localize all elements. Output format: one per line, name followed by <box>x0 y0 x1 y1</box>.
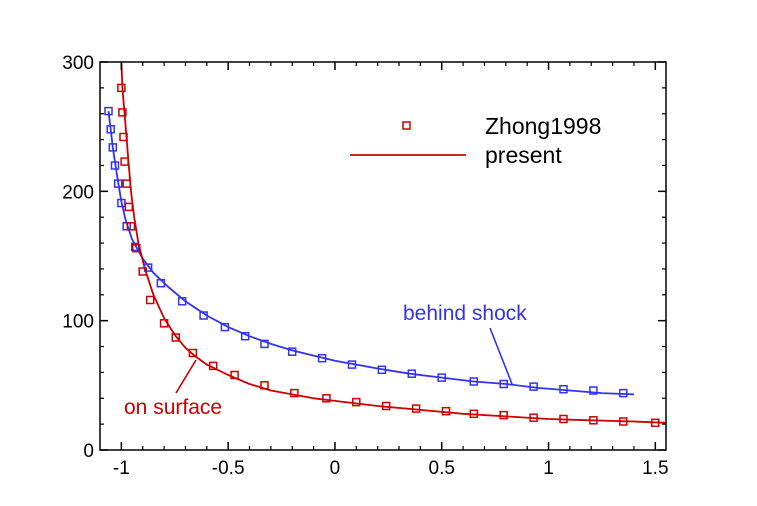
marker-on-surface <box>124 202 134 212</box>
marker-on-surface <box>441 406 451 416</box>
legend: Zhong1998 present <box>350 113 601 168</box>
marker-behind-shock <box>110 161 120 170</box>
marker-on-surface <box>322 394 331 403</box>
marker-behind-shock <box>156 278 166 288</box>
tick-layer <box>100 61 666 451</box>
marker-behind-shock <box>199 311 208 320</box>
marker-on-surface <box>651 418 660 428</box>
y-tick-label: 0 <box>83 441 94 462</box>
marker-behind-shock <box>108 143 118 152</box>
marker-on-surface <box>529 413 538 422</box>
annotation-behind-shock: behind shock <box>403 302 527 385</box>
marker-on-surface <box>188 348 198 358</box>
marker-behind-shock <box>106 125 115 134</box>
annotation-on-surface-label: on surface <box>124 396 222 419</box>
marker-behind-shock <box>220 322 230 332</box>
marker-on-surface <box>411 404 421 413</box>
marker-on-surface <box>208 361 218 371</box>
marker-on-surface <box>122 179 131 188</box>
marker-behind-shock <box>260 339 269 349</box>
marker-on-surface <box>469 409 479 419</box>
annotation-on-surface: on surface <box>124 359 222 419</box>
marker-on-surface <box>290 388 299 398</box>
x-tick-label: 0 <box>330 458 341 479</box>
marker-behind-shock <box>104 106 113 116</box>
marker-on-surface <box>132 243 141 253</box>
axis-label-layer: -1 -0.5 0 0.5 1 1.5 0 100 200 300 <box>62 53 668 479</box>
marker-on-surface <box>619 417 628 426</box>
marker-behind-shock <box>437 373 446 382</box>
marker-on-surface <box>145 295 155 305</box>
marker-on-surface <box>352 397 361 407</box>
marker-behind-shock <box>177 297 187 306</box>
y-tick-label: 100 <box>62 312 94 333</box>
marker-on-surface <box>138 267 147 276</box>
marker-behind-shock <box>407 369 417 378</box>
marker-on-surface <box>230 370 239 380</box>
marker-behind-shock <box>317 353 327 363</box>
x-tick-label: -0.5 <box>212 458 245 479</box>
marker-behind-shock <box>130 242 140 252</box>
marker-layer <box>104 83 660 428</box>
marker-on-surface <box>118 108 127 117</box>
annotation-behind-shock-leader <box>489 327 513 385</box>
marker-on-surface <box>117 83 126 93</box>
marker-on-surface <box>499 410 508 420</box>
marker-behind-shock <box>122 222 131 231</box>
marker-on-surface <box>126 222 136 231</box>
x-tick-label: -1 <box>113 458 130 479</box>
marker-behind-shock <box>529 382 538 391</box>
marker-on-surface <box>119 132 128 142</box>
marker-on-surface <box>171 333 181 342</box>
annotation-on-surface-leader <box>175 359 197 394</box>
y-tick-label: 300 <box>62 53 94 74</box>
marker-behind-shock <box>469 377 479 386</box>
marker-on-surface <box>159 319 169 328</box>
marker-behind-shock <box>377 365 387 375</box>
marker-behind-shock <box>619 388 628 398</box>
marker-on-surface <box>559 414 568 424</box>
marker-behind-shock <box>347 360 357 369</box>
marker-behind-shock <box>499 379 508 389</box>
legend-label-present: present <box>485 142 562 168</box>
x-tick-label: 0.5 <box>429 458 455 479</box>
marker-behind-shock <box>589 386 598 395</box>
annotation-behind-shock-label: behind shock <box>403 302 527 325</box>
x-tick-label: 1.5 <box>642 458 668 479</box>
plot-frame <box>99 61 667 451</box>
legend-label-zhong1998: Zhong1998 <box>485 113 601 139</box>
marker-on-surface <box>589 416 598 425</box>
y-tick-label: 200 <box>62 182 94 203</box>
marker-on-surface <box>381 401 391 411</box>
marker-on-surface <box>120 157 129 166</box>
marker-behind-shock <box>559 384 568 394</box>
marker-behind-shock <box>240 331 250 341</box>
marker-on-surface <box>260 381 269 390</box>
legend-marker-zhong1998 <box>402 121 411 130</box>
marker-behind-shock <box>113 179 123 188</box>
series-line-behind-shock <box>107 110 635 396</box>
marker-behind-shock <box>287 347 297 356</box>
x-tick-label: 1 <box>543 458 554 479</box>
